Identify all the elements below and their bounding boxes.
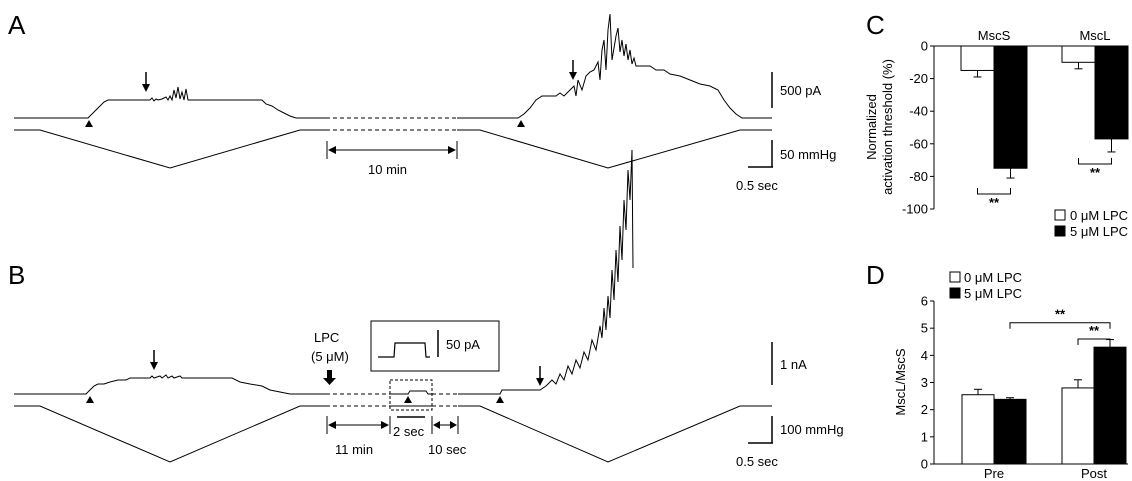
panel-a-pressure-scale-label: 50 mmHg [780, 147, 836, 162]
panel-a-arrow-left [142, 72, 150, 92]
panel-b-arrow-left [150, 350, 158, 370]
panel-a-triangle-marker-left [85, 120, 93, 127]
panel-b-drug-label: LPC [314, 330, 339, 345]
panel-b-current-trace-right [458, 149, 634, 395]
panel-a-gap-label: 10 min [368, 162, 407, 177]
panel-b-gap-indicator [326, 416, 391, 434]
panel-b-gap-label: 11 min [335, 442, 373, 457]
panel-b-arrow-right [536, 366, 544, 386]
panel-a-time-scale-label: 0.5 sec [736, 178, 778, 193]
chart-d-bar [1061, 387, 1095, 465]
chart-d-ytick-label: 1 [921, 429, 928, 444]
panel-a-arrow-right [569, 60, 577, 80]
panel-b-drug-conc: (5 μM) [311, 349, 349, 364]
chart-d-ytick-label: 3 [921, 375, 928, 390]
panel-b-current-trace-left [14, 374, 326, 395]
chart-d-legend-swatch [949, 271, 961, 283]
chart-d-bar [993, 398, 1027, 465]
chart-c-ytick-label: -40 [909, 104, 928, 119]
chart-c-significance-label: ** [1090, 165, 1101, 180]
chart-d-ytick-label: 4 [921, 348, 928, 363]
panel-a: A 10 min 500 pA [8, 10, 836, 193]
panel-a-gap-indicator [326, 141, 458, 159]
panel-a-current-scale-label: 500 pA [780, 83, 822, 98]
chart-d-significance-bracket [1009, 322, 1111, 329]
panel-b-zoom-box [389, 379, 433, 411]
chart-c-bar [1061, 45, 1096, 63]
chart-d-significance-label: ** [1089, 323, 1100, 338]
chart-c-ytick-label: -60 [909, 136, 928, 151]
panel-b-inset-trace [378, 342, 430, 358]
panel-b-inset-scale-label: 50 pA [446, 337, 480, 352]
panel-b-letter: B [8, 260, 25, 290]
panel-b: B LPC (5 μM) [8, 149, 844, 469]
chart-d-category-label: Pre [984, 466, 1004, 481]
chart-d: D MscL/MscS 0 1 2 3 4 5 6 Pre Post ** ** 0 μM LPC5 … [866, 260, 1128, 481]
chart-d-ytick-label: 0 [921, 457, 928, 472]
panel-a-current-trace-left [14, 86, 326, 119]
panel-b-current-trace-middle [390, 390, 432, 395]
panel-b-inset-time-label: 2 sec [393, 424, 425, 439]
chart-c-significance-bracket [977, 188, 1011, 195]
chart-c-legend-label: 5 μM LPC [1070, 224, 1128, 239]
chart-c-ytick-label: 0 [921, 39, 928, 54]
panel-b-triangle-marker-middle [404, 396, 412, 403]
chart-d-bar [961, 394, 995, 465]
panel-b-triangle-marker-left [86, 396, 94, 403]
chart-d-bar [1093, 346, 1127, 465]
chart-c-significance-label: ** [989, 195, 1000, 210]
panel-a-triangle-marker-right [517, 120, 525, 127]
chart-c-legend-swatch [1054, 209, 1066, 221]
chart-c: C Normalized activation threshold (%) 0 -… [864, 10, 1129, 239]
chart-d-legend-swatch [949, 287, 961, 299]
chart-c-category-label: MscL [1079, 28, 1110, 43]
panel-c-letter: C [866, 10, 885, 40]
chart-d-legend-label: 0 μM LPC [964, 270, 1022, 285]
chart-c-significance-bracket [1078, 158, 1112, 165]
chart-c-bar [1094, 45, 1129, 140]
chart-c-ylabel-line1: Normalized [864, 94, 879, 160]
panel-b-current-scale-label: 1 nA [780, 357, 807, 372]
panel-a-letter: A [8, 10, 26, 40]
panel-b-gap2-label: 10 sec [428, 442, 467, 457]
panel-b-pressure-scale-label: 100 mmHg [780, 422, 844, 437]
chart-d-ytick-label: 5 [921, 321, 928, 336]
panel-b-lpc-arrow [323, 370, 336, 385]
chart-c-ytick-label: -80 [909, 169, 928, 184]
panel-b-time-scale-label: 0.5 sec [736, 454, 778, 469]
chart-c-bar [960, 45, 995, 71]
chart-c-ytick-label: -100 [902, 202, 928, 217]
chart-c-bar [993, 45, 1028, 169]
chart-d-ylabel: MscL/MscS [893, 348, 908, 416]
panel-a-pressure-trace [14, 129, 326, 169]
chart-d-ytick-label: 6 [921, 294, 928, 309]
panel-b-pressure-trace [14, 405, 326, 463]
panel-b-pressure-trace-right [458, 405, 772, 463]
panel-a-current-trace-right [457, 13, 772, 119]
chart-c-ylabel-line2: activation threshold (%) [880, 59, 895, 195]
panel-b-gap2-indicator [431, 416, 459, 434]
chart-d-ytick-label: 2 [921, 402, 928, 417]
chart-c-legend-label: 0 μM LPC [1070, 208, 1128, 223]
chart-d-significance-label: ** [1055, 307, 1066, 322]
panel-b-triangle-marker-right [496, 396, 504, 403]
chart-d-legend-label: 5 μM LPC [964, 286, 1022, 301]
chart-c-legend-swatch [1054, 225, 1066, 237]
chart-c-ytick-label: -20 [909, 71, 928, 86]
chart-d-significance-bracket [1077, 338, 1111, 346]
chart-c-category-label: MscS [978, 28, 1011, 43]
panel-d-letter: D [866, 260, 885, 290]
panel-a-pressure-trace-right [457, 129, 772, 169]
panel-b-inset-frame [370, 320, 500, 372]
chart-d-category-label: Post [1081, 466, 1107, 481]
